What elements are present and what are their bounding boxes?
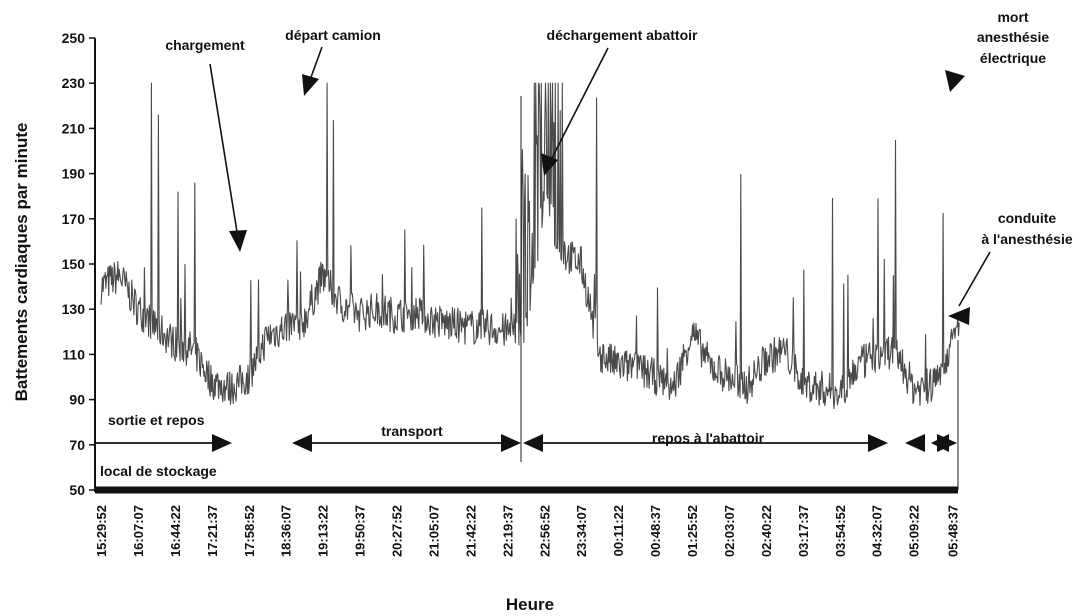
y-tick-label: 110 <box>62 346 85 362</box>
annotation-conduite-line2: à l'anesthésie <box>981 231 1072 247</box>
y-tick-label: 210 <box>62 120 86 136</box>
heart-rate-trace <box>100 82 960 410</box>
phase-transport-arrowhead-left <box>292 434 312 452</box>
y-tick-label: 90 <box>69 392 85 408</box>
annotation-depart-camion: départ camion <box>285 27 381 43</box>
y-tick-group: 50 70 90 110 130 150 170 190 210 230 250 <box>62 30 95 498</box>
x-axis-label: Heure <box>506 595 554 614</box>
x-tick-label: 17:21:37 <box>205 505 220 557</box>
annotation-chargement-arrowhead <box>229 230 247 252</box>
annotation-dechargement-arrow <box>551 47 609 159</box>
annotation-mort-arrowhead <box>945 70 965 92</box>
phase-repos-abattoir: repos à l'abattoir <box>652 430 765 446</box>
heart-rate-series-line <box>100 82 960 410</box>
x-tick-label: 17:58:52 <box>242 505 257 557</box>
annotation-chargement-arrow <box>209 63 239 239</box>
annotation-mort-anesthesie-line1: mort <box>997 9 1028 25</box>
x-tick-label: 04:32:07 <box>870 505 885 557</box>
x-tick-label: 20:27:52 <box>390 505 405 557</box>
phase-repos-arrowhead-right <box>868 434 888 452</box>
x-tick-label: 01:25:52 <box>685 505 700 557</box>
annotation-mort-anesthesie-line2: anesthésie <box>977 29 1050 45</box>
annotation-depart-camion-arrowhead <box>302 74 319 96</box>
x-tick-label: 05:48:37 <box>946 505 961 557</box>
phase-small-arrowhead-3 <box>937 434 957 452</box>
y-axis-label: Battements cardiaques par minute <box>12 123 31 402</box>
x-tick-label: 16:44:22 <box>168 505 183 557</box>
phase-repos-arrowhead-left <box>523 434 543 452</box>
x-tick-label: 15:29:52 <box>94 505 109 557</box>
x-tick-label: 16:07:07 <box>131 505 146 557</box>
annotation-conduite-line1: conduite <box>998 210 1057 226</box>
x-tick-label: 18:36:07 <box>279 505 294 557</box>
y-tick-label: 250 <box>62 30 86 46</box>
phase-local-de-stockage: local de stockage <box>100 463 217 479</box>
x-tick-label: 00:11:22 <box>611 505 626 556</box>
x-tick-label: 03:54:52 <box>833 505 848 557</box>
annotation-dechargement-arrowhead <box>541 153 558 176</box>
y-tick-label: 70 <box>69 437 85 453</box>
x-tick-label: 03:17:37 <box>796 505 811 557</box>
x-tick-label: 02:03:07 <box>722 505 737 557</box>
annotation-dechargement-abattoir: déchargement abattoir <box>547 27 698 43</box>
phase-transport-arrowhead-right <box>501 434 521 452</box>
annotation-depart-camion-arrow <box>309 46 323 81</box>
x-tick-label: 21:42:22 <box>463 505 478 557</box>
x-tick-label: 21:05:07 <box>426 505 441 557</box>
x-tick-label: 00:48:37 <box>648 505 663 557</box>
phase-sortie-arrowhead <box>212 434 232 452</box>
annotation-mort-anesthesie-line3: électrique <box>980 50 1046 66</box>
x-tick-label: 22:56:52 <box>537 505 552 557</box>
x-tick-label: 19:13:22 <box>316 505 331 557</box>
x-tick-label: 02:40:22 <box>759 505 774 557</box>
phase-transport: transport <box>381 423 443 439</box>
x-tick-label: 22:19:37 <box>500 505 515 557</box>
annotation-chargement: chargement <box>165 37 245 53</box>
annotation-conduite-arrow <box>958 251 991 307</box>
y-tick-label: 150 <box>62 256 86 272</box>
x-tick-label: 19:50:37 <box>353 505 368 557</box>
y-tick-label: 170 <box>62 211 86 227</box>
y-tick-label: 230 <box>62 75 86 91</box>
phase-sortie-et-repos: sortie et repos <box>108 412 205 428</box>
annotation-conduite-arrowhead <box>948 307 970 325</box>
x-tick-group: 15:29:52 16:07:07 16:44:22 17:21:37 17:58:52… <box>94 505 961 557</box>
phase-small-arrowhead-1 <box>905 434 925 452</box>
x-tick-label: 05:09:22 <box>907 505 922 557</box>
y-tick-label: 130 <box>62 301 86 317</box>
x-tick-label: 23:34:07 <box>574 505 589 557</box>
y-tick-label: 190 <box>62 166 86 182</box>
y-tick-label: 50 <box>69 482 85 498</box>
